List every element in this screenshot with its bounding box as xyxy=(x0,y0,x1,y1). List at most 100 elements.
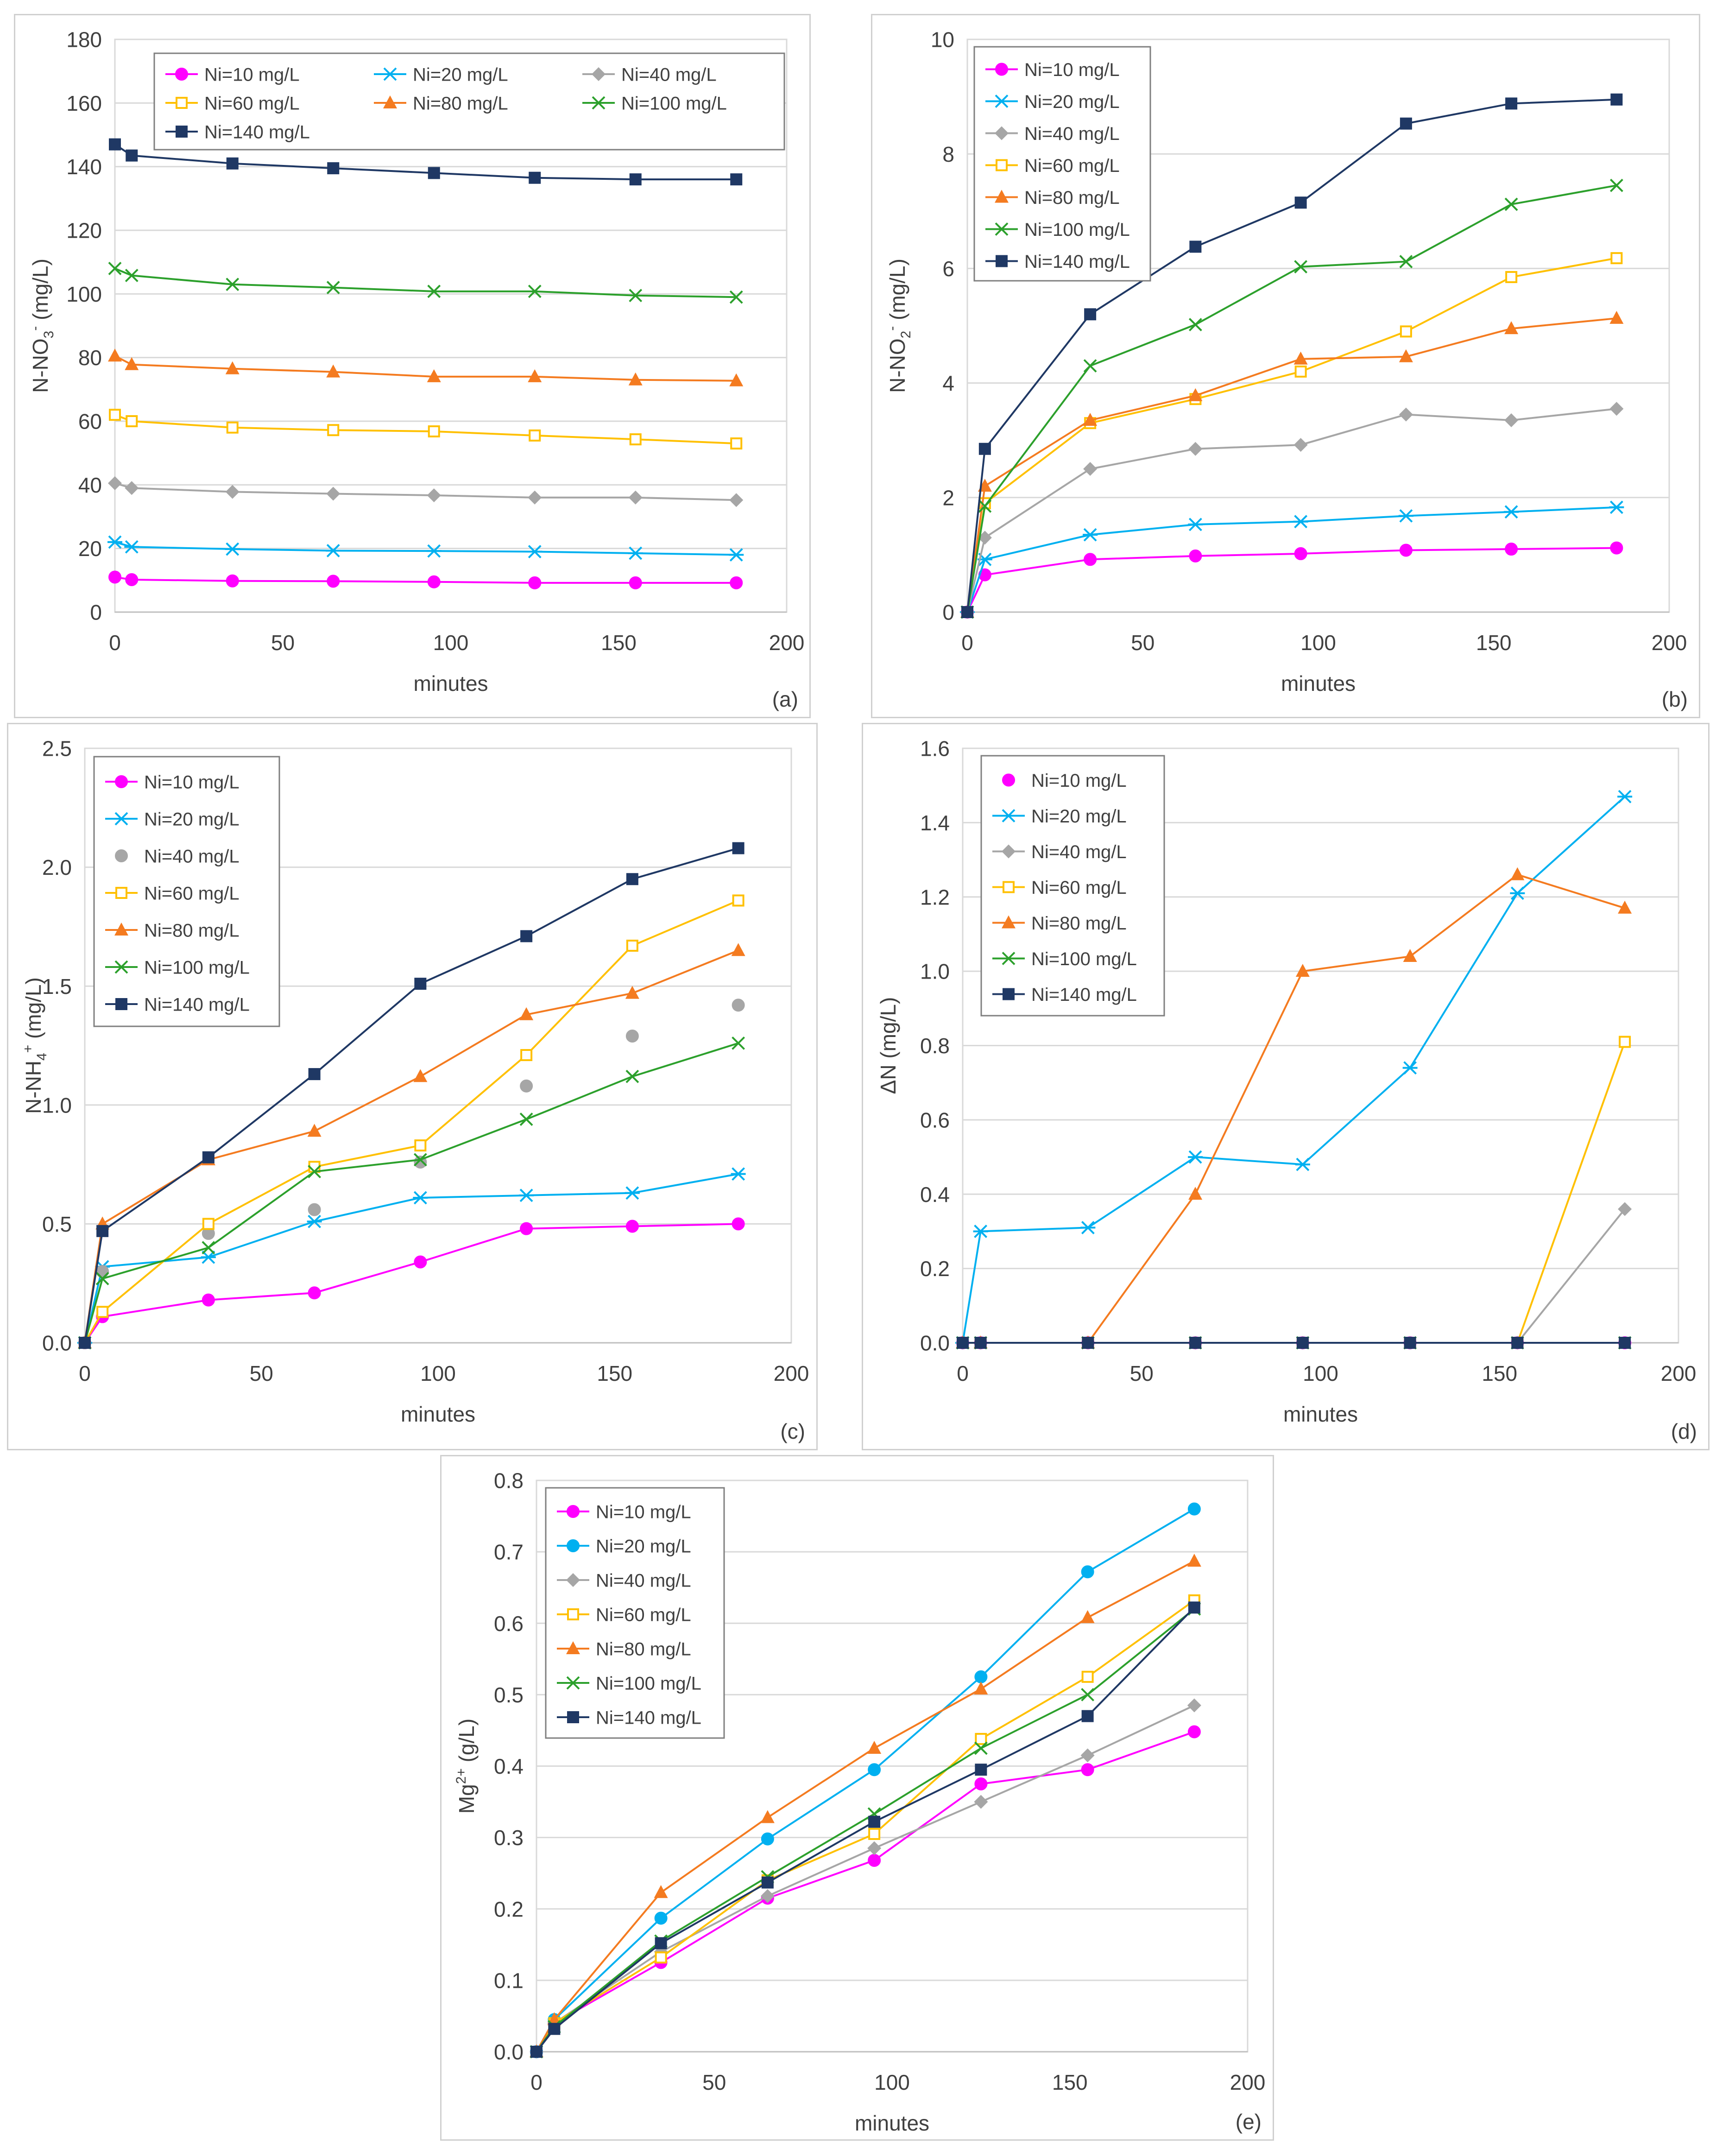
y-tick-label: 0.4 xyxy=(920,1182,950,1207)
y-tick-label: 10 xyxy=(931,28,954,52)
data-point xyxy=(307,1214,322,1228)
data-point xyxy=(519,1007,534,1020)
y-tick-label: 80 xyxy=(78,346,102,370)
series-line xyxy=(966,317,1617,613)
y-tick-label: 6 xyxy=(942,257,954,281)
chart-panel-a: 0 20 40 60 80 100 120 140 160 180 0 50 100 150 200 minu… xyxy=(14,14,811,718)
y-tick-label: 2.0 xyxy=(42,855,72,879)
data-point xyxy=(868,1763,881,1777)
data-point xyxy=(529,429,541,442)
y-tick-label: 0.5 xyxy=(42,1212,72,1236)
data-point xyxy=(1295,1157,1310,1171)
series-line xyxy=(966,506,1617,613)
data-point xyxy=(1617,790,1633,803)
x-tick-label: 0 xyxy=(530,2070,543,2094)
data-point xyxy=(108,476,122,490)
legend-label: Ni=100 mg/L xyxy=(1024,220,1130,240)
legend-marker xyxy=(567,1711,579,1723)
data-point xyxy=(867,1740,882,1754)
series-6 xyxy=(961,93,1623,618)
x-axis-label: minutes xyxy=(1283,1402,1358,1426)
data-point xyxy=(1610,252,1623,265)
x-tick-label: 50 xyxy=(271,631,295,655)
series-3 xyxy=(961,252,1623,618)
data-point xyxy=(1400,325,1412,338)
legend-marker xyxy=(114,812,129,826)
legend-label: Ni=140 mg/L xyxy=(1031,985,1137,1005)
data-point xyxy=(731,943,745,956)
legend-label: Ni=80 mg/L xyxy=(144,920,240,941)
data-point xyxy=(1294,547,1307,560)
legend-marker xyxy=(1002,952,1016,965)
data-point xyxy=(1402,1061,1418,1075)
y-tick-label: 0.4 xyxy=(494,1754,524,1778)
legend-marker xyxy=(592,96,606,110)
data-point xyxy=(761,1832,774,1846)
y-tick-label: 180 xyxy=(66,28,102,52)
data-point xyxy=(1404,1337,1416,1349)
data-point xyxy=(761,1876,774,1889)
data-point xyxy=(1398,509,1413,523)
data-point xyxy=(1609,402,1624,416)
x-tick-label: 200 xyxy=(1652,631,1687,655)
data-point xyxy=(1504,321,1519,335)
data-point xyxy=(1618,900,1632,914)
data-point xyxy=(327,575,340,588)
data-point xyxy=(974,1682,988,1695)
data-point xyxy=(1505,97,1518,110)
data-point xyxy=(307,1124,322,1137)
chart-d-svg: 0.0 0.2 0.4 0.6 0.8 1.0 1.2 1.4 1.6 0 50 100 150 200 m… xyxy=(876,737,1697,1443)
y-tick-label: 8 xyxy=(942,142,954,166)
panel-label: (c) xyxy=(780,1419,805,1443)
panel-label: (e) xyxy=(1236,2110,1262,2134)
x-tick-label: 150 xyxy=(601,631,637,655)
data-point xyxy=(732,999,745,1012)
data-point xyxy=(428,425,440,437)
data-point xyxy=(202,1293,215,1307)
legend-label: Ni=10 mg/L xyxy=(204,64,300,85)
legend-label: Ni=20 mg/L xyxy=(144,809,240,829)
data-point xyxy=(520,930,533,942)
series-line xyxy=(536,1508,1195,2052)
data-point xyxy=(1187,1554,1201,1567)
data-point xyxy=(1081,1565,1094,1579)
data-point xyxy=(1510,886,1525,900)
y-tick-label: 0.8 xyxy=(494,1469,524,1493)
data-point xyxy=(225,485,240,499)
y-tick-label: 2.5 xyxy=(42,737,72,761)
series-line xyxy=(114,143,737,181)
data-point xyxy=(1083,462,1098,476)
data-point xyxy=(1084,308,1097,321)
series-line xyxy=(84,1223,738,1344)
series-0 xyxy=(108,570,743,589)
data-point xyxy=(427,575,441,588)
x-tick-label: 200 xyxy=(1230,2070,1266,2094)
data-point xyxy=(202,1241,215,1255)
data-point xyxy=(629,173,642,186)
data-point xyxy=(327,424,340,436)
data-point xyxy=(108,261,122,275)
y-tick-label: 1.0 xyxy=(920,960,950,984)
data-point xyxy=(732,1217,745,1231)
series-6 xyxy=(957,1337,1631,1349)
data-point xyxy=(413,1069,428,1082)
series-2 xyxy=(78,999,745,1349)
data-point xyxy=(1188,442,1203,456)
legend-label: Ni=60 mg/L xyxy=(204,93,300,114)
data-point xyxy=(528,490,542,505)
data-point xyxy=(1081,1688,1095,1701)
data-point xyxy=(1187,1725,1201,1739)
data-point xyxy=(625,1029,639,1043)
data-point xyxy=(308,1286,321,1300)
series-3 xyxy=(109,409,743,450)
legend-marker xyxy=(566,1641,580,1654)
legend-marker xyxy=(567,1539,580,1552)
data-point xyxy=(547,2012,561,2025)
y-tick-label: 4 xyxy=(942,371,954,395)
y-tick-label: 0.5 xyxy=(494,1683,524,1707)
series-line xyxy=(966,184,1617,613)
data-point xyxy=(1294,365,1307,378)
data-point xyxy=(1510,867,1525,880)
data-point xyxy=(109,138,121,151)
series-6 xyxy=(79,842,744,1349)
